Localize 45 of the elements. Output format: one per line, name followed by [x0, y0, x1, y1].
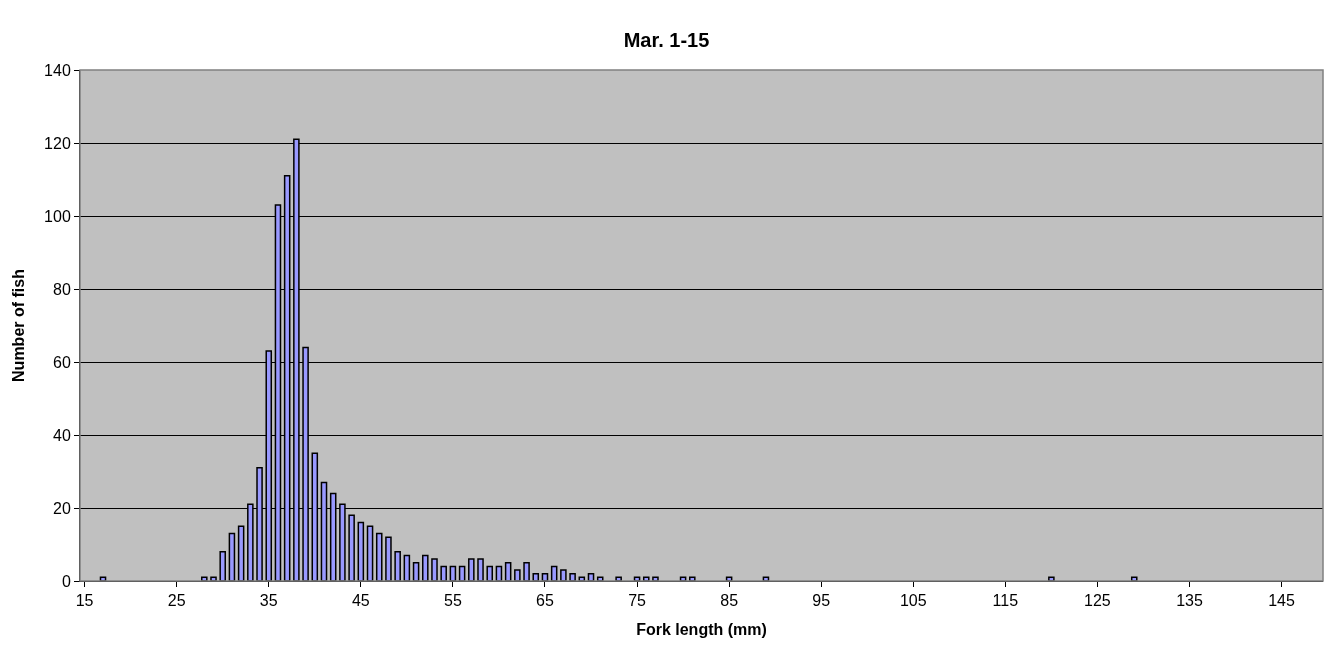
- x-tick-label: 45: [351, 592, 370, 610]
- x-tick-label: 25: [167, 592, 186, 610]
- x-tick-label: 75: [628, 592, 647, 610]
- x-tick-label: 135: [1176, 592, 1203, 610]
- y-tick-label: 120: [44, 134, 71, 152]
- bar: [228, 532, 236, 581]
- bar: [394, 551, 401, 581]
- bar: [422, 554, 429, 581]
- bar: [532, 572, 540, 581]
- bar: [440, 565, 447, 581]
- bar: [348, 514, 355, 581]
- y-axis-title: Number of fish: [10, 269, 27, 382]
- y-tick-label: 100: [44, 207, 71, 225]
- y-tick-label: 40: [53, 426, 71, 444]
- x-tick-label: 65: [536, 592, 554, 610]
- bar: [514, 569, 521, 581]
- x-axis-title: Fork length (mm): [636, 620, 767, 638]
- bar: [486, 565, 494, 581]
- bar: [523, 562, 530, 581]
- x-tick-label: 145: [1268, 592, 1296, 610]
- x-tick-label: 35: [259, 592, 278, 610]
- x-tick-label: 125: [1084, 592, 1111, 610]
- bar: [366, 525, 374, 581]
- x-tick-label: 115: [992, 592, 1019, 610]
- y-tick-label: 0: [61, 572, 71, 590]
- y-tick-label: 80: [53, 280, 71, 298]
- x-tick-label: 105: [899, 592, 927, 610]
- chart-title: Mar. 1-15: [623, 28, 710, 51]
- bar: [477, 558, 484, 581]
- bar: [468, 558, 475, 581]
- bar: [385, 536, 392, 581]
- x-tick-label: 95: [812, 592, 831, 610]
- x-tick-label: 55: [444, 592, 462, 610]
- bar: [569, 572, 576, 581]
- x-tick-label: 85: [720, 592, 739, 610]
- bar: [219, 551, 226, 581]
- y-tick-label: 20: [53, 499, 71, 517]
- bar: [431, 558, 438, 581]
- x-tick-label: 15: [75, 592, 94, 610]
- y-tick-label: 140: [44, 61, 71, 79]
- bar: [375, 532, 383, 581]
- bar: [357, 521, 365, 581]
- y-tick-label: 60: [53, 353, 71, 371]
- bar: [560, 569, 567, 581]
- bar: [237, 525, 245, 581]
